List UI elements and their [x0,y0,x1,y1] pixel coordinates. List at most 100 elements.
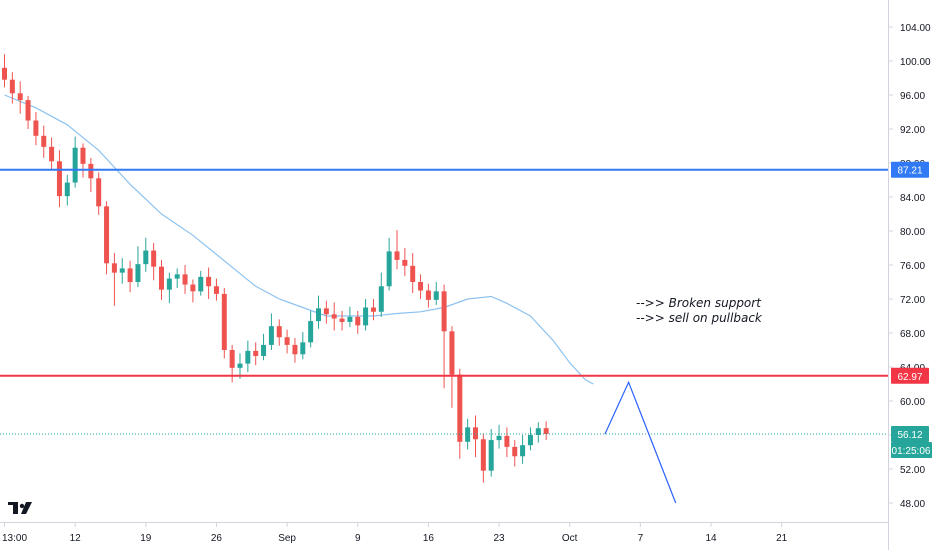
candle-body [504,435,510,447]
candle-body [111,263,117,273]
candle [323,300,329,324]
candle-body [276,326,282,338]
broken-support-price-label: 62.97 [891,367,929,384]
candle-body [237,363,243,368]
candle [96,172,102,215]
candle [418,274,424,299]
y-tick-label: 92.00 [900,125,925,136]
candle-body [480,439,486,471]
candle [316,295,321,329]
x-tick-label: 19 [140,533,152,544]
countdown-label: 01:25:06 [891,441,932,458]
candle [261,333,267,361]
y-tick-label: 84.00 [900,193,925,204]
candle-body [331,314,337,319]
y-tick-label: 48.00 [900,499,925,510]
candle [488,429,494,477]
candle [512,440,518,467]
candle [213,278,219,301]
candle-body [512,446,518,457]
y-tick-label: 100.00 [900,57,931,68]
candle-body [441,291,447,332]
x-tick-label: 7 [638,533,644,544]
time-axis[interactable]: 13:00 12 19 26 Sep 9 16 23 Oct 7 14 21 [2,522,788,544]
projection-path[interactable] [604,380,677,504]
candle [378,272,384,317]
candle-body [347,316,353,322]
candle [394,230,400,270]
projection-layer[interactable] [604,380,677,504]
candle [17,81,23,114]
candle [402,248,408,277]
candle-body [473,427,478,440]
last-price-price-label-bg [891,425,929,442]
candle [433,282,439,305]
candle [190,279,196,303]
candle-body [457,374,463,442]
candle-body [151,250,157,267]
candle-body [433,291,439,300]
candle-body [49,146,55,162]
candle-body [104,206,110,264]
candle [535,422,541,443]
candle [182,265,188,294]
candle-body [174,274,180,279]
candle-body [127,268,133,282]
candle [449,326,455,408]
candle-body [292,344,298,355]
candle [504,427,510,458]
candle-body [543,428,549,434]
candle [237,353,243,379]
candle-body [323,308,329,315]
x-tick-label: Oct [562,533,578,544]
y-tick-label: 104.00 [900,23,931,34]
candle-body [159,266,164,290]
candles-layer [2,54,549,483]
candle-body [402,259,408,266]
candle-body [418,282,424,291]
candle [64,174,70,206]
plot-area[interactable] [0,0,888,522]
candle-body [198,276,204,292]
candle-body [527,435,533,446]
candle-body [182,274,188,285]
candle [300,332,306,360]
candle-body [465,427,471,442]
candle [56,150,62,208]
tradingview-logo-icon[interactable] [8,502,32,514]
candle [527,427,533,451]
candle [143,237,149,272]
candle [104,201,110,275]
candle [480,433,486,483]
broken-support-price-label-bg [891,367,929,384]
candle [33,112,39,146]
x-tick-label: 9 [355,533,361,544]
candle [355,310,361,334]
candle [127,260,133,293]
candle [496,424,502,449]
candle-body [284,337,290,345]
candle [331,302,337,331]
candle [410,253,416,294]
broken-support-price-label-text: 62.97 [897,372,922,383]
candle [119,258,125,284]
candle-body [206,276,212,287]
candle [441,284,447,389]
candle-body [9,79,15,94]
horizontal-lines-layer[interactable] [0,168,888,435]
candle-body [370,307,376,312]
candle-body [213,286,219,294]
candle [276,319,282,346]
candle [221,287,227,359]
candle-body [245,350,251,364]
candle-body [386,251,392,287]
y-tick-label: 96.00 [900,91,925,102]
countdown-label-bg [891,441,932,458]
countdown-label-text: 01:25:06 [892,446,931,457]
x-tick-label: 12 [70,533,82,544]
candle-body [17,93,23,101]
candle [245,340,251,373]
candle [9,72,15,104]
